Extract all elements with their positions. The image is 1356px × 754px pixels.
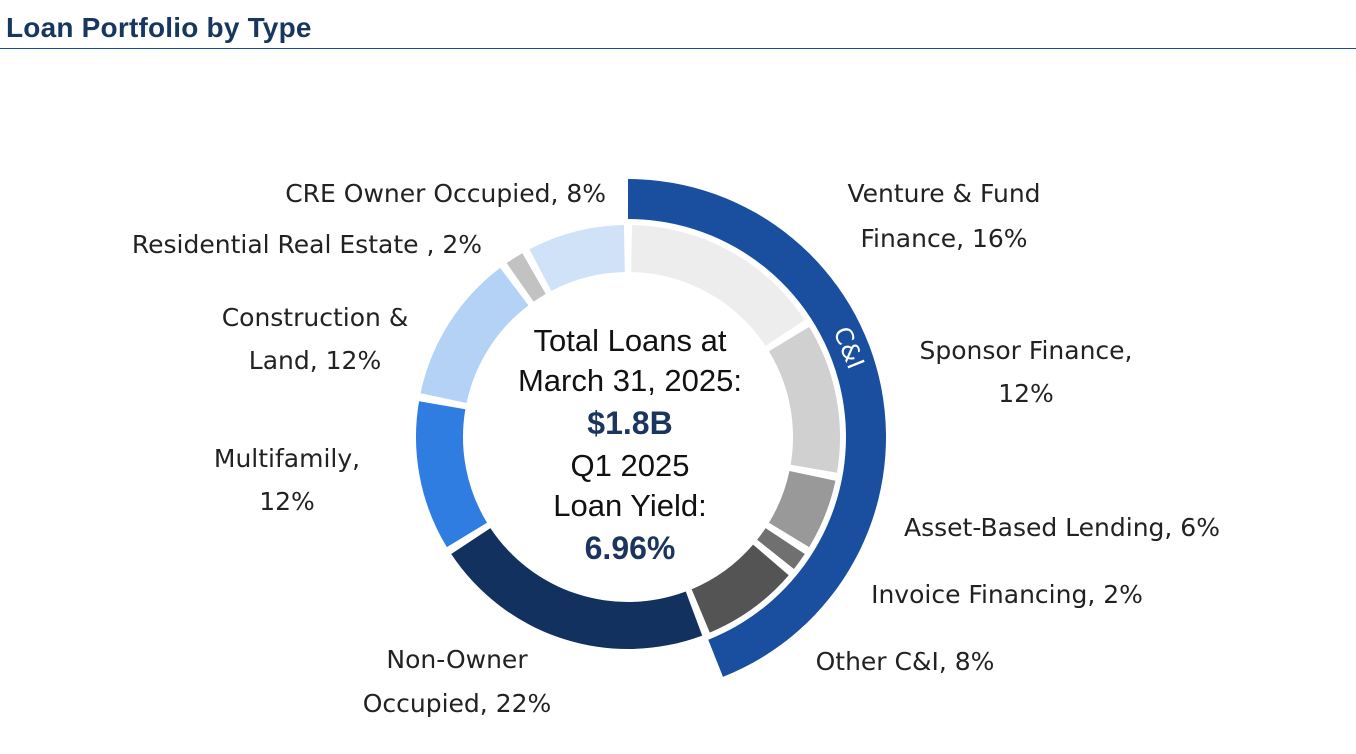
slice-cre-owner-occupied — [529, 225, 625, 291]
slice-label-sponsor-finance: Sponsor Finance, 12% — [919, 336, 1132, 408]
slice-construction-and-land — [420, 267, 529, 403]
slice-venture-and-fund-finance — [631, 225, 805, 346]
slice-label-venture-and-fund-finance: Venture & Fund Finance, 16% — [847, 179, 1040, 253]
slice-residential-real-estate — [506, 253, 546, 302]
slice-sponsor-finance — [768, 326, 841, 473]
slice-invoice-financing — [757, 528, 805, 569]
slice-label-multifamily: Multifamily, 12% — [214, 444, 360, 516]
slice-multifamily — [415, 401, 488, 548]
center-summary: Total Loans at March 31, 2025: $1.8B Q1 … — [518, 323, 742, 566]
page-title: Loan Portfolio by Type — [6, 12, 312, 43]
title-divider — [0, 48, 1356, 49]
slice-label-non-owner-occupied: Non-Owner Occupied, 22% — [363, 645, 552, 718]
slice-label-other-candi: Other C&I, 8% — [816, 647, 995, 676]
slice-asset-based-lending — [768, 471, 836, 548]
center-total-value: $1.8B — [587, 405, 672, 441]
donut-slices — [415, 225, 841, 649]
slice-label-cre-owner-occupied: CRE Owner Occupied, 8% — [285, 179, 606, 208]
center-total-label-line2: March 31, 2025: — [518, 363, 742, 398]
center-yield-value: 6.96% — [585, 530, 676, 566]
ci-group-band: C&I — [628, 179, 886, 677]
slice-label-invoice-financing: Invoice Financing, 2% — [871, 580, 1143, 609]
slice-label-asset-based-lending: Asset-Based Lending, 6% — [904, 513, 1220, 542]
center-total-label-line1: Total Loans at — [533, 323, 726, 358]
slice-label-residential-real-estate: Residential Real Estate , 2% — [132, 230, 482, 259]
slice-other-candi — [691, 544, 789, 633]
slice-label-construction-and-land: Construction & Land, 12% — [222, 303, 409, 375]
center-yield-label-line2: Loan Yield: — [553, 488, 706, 523]
slice-non-owner-occupied — [451, 528, 703, 649]
center-yield-label-line1: Q1 2025 — [571, 448, 690, 483]
ci-band-arc — [628, 179, 886, 677]
slice-labels: Venture & Fund Finance, 16% Sponsor Financ… — [132, 179, 1220, 718]
